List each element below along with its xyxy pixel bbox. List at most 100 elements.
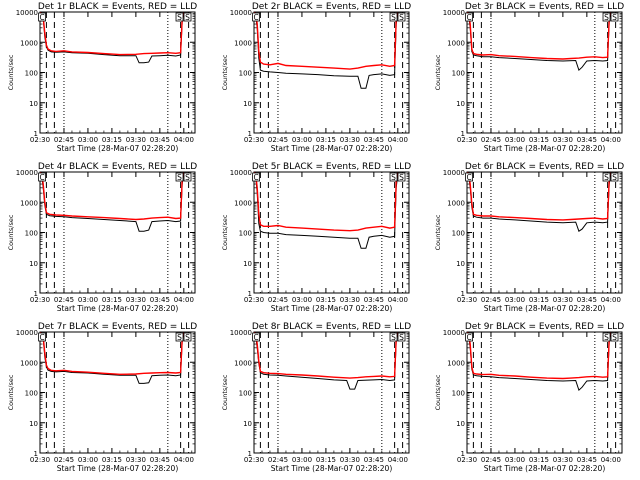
chart-6-marker-c-1: C [466,173,471,182]
chart-9-marker-box-2 [602,332,611,342]
chart-3-marker-box-1 [465,12,473,22]
chart-1-xtick-label: 03:15 [102,136,122,144]
chart-8-xlabel: Start Time (28-Mar-07 02:28:20) [271,464,393,473]
chart-4-xtick-label: 02:45 [54,296,74,304]
chart-4-xtick-label: 03:15 [102,296,122,304]
chart-2-xtick-label: 03:15 [316,136,336,144]
chart-5-xtick-label: 02:30 [244,296,264,304]
chart-7-xtick-label: 03:45 [150,456,170,464]
chart-7-marker-box-1 [38,332,46,342]
chart-8-xtick-label: 02:30 [244,456,264,464]
chart-4-ytick-label: 10000 [16,169,38,177]
chart-8-xtick-label: 03:45 [364,456,384,464]
chart-4-series-lld [39,172,185,221]
chart-2-xtick-label: 03:00 [292,136,312,144]
chart-6-xtick-label: 04:00 [601,296,621,304]
chart-1-ytick-label: 10 [29,100,38,108]
chart-4-marker-s-3: S [185,173,190,182]
chart-9-ytick-label: 1 [461,450,465,458]
chart-2-marker-box-2 [389,12,398,22]
chart-6-series-lld [466,172,612,221]
chart-1-marker-box-1 [38,12,46,22]
chart-6-ytick-label: 10000 [443,169,465,177]
chart-3-series-events [466,13,612,71]
chart-4-marker-s-2: S [177,173,182,182]
chart-9-marker-s-2: S [604,333,609,342]
chart-9-ytick-label: 1000 [447,359,465,367]
chart-8-xtick-label: 03:00 [292,456,312,464]
chart-5-ytick-label: 10000 [230,169,252,177]
chart-6-axes-frame [466,171,623,294]
chart-5-marker-box-1 [252,172,260,182]
chart-9-marker-box-3 [610,332,619,342]
chart-6-xlabel: Start Time (28-Mar-07 02:28:20) [484,304,606,313]
chart-9-marker-s-3: S [612,333,617,342]
chart-2-marker-box-1 [252,12,260,22]
chart-5-ylabel: Counts/sec [221,214,229,250]
chart-8-marker-s-2: S [391,333,396,342]
chart-7-ytick-label: 1 [34,450,38,458]
chart-9-ytick-label: 10 [456,420,465,428]
chart-2-series-events [253,13,399,89]
chart-2-ytick-label: 1000 [234,39,252,47]
chart-9-title: Det 9r BLACK = Events, RED = LLD [465,322,624,332]
chart-4-marker-box-2 [175,172,184,182]
chart-1-xtick-label: 02:30 [30,136,50,144]
chart-9-xtick-label: 03:15 [529,456,549,464]
chart-6-series-events [466,173,612,232]
chart-1-xtick-label: 03:45 [150,136,170,144]
chart-6-ytick-label: 1000 [447,199,465,207]
chart-4-xtick-label: 03:45 [150,296,170,304]
chart-2-marker-s-2: S [391,13,396,22]
chart-1-xtick-label: 03:00 [78,136,98,144]
chart-9-ytick-label: 10000 [443,329,465,337]
chart-8-marker-box-2 [389,332,398,342]
chart-2-xtick-label: 03:30 [340,136,360,144]
chart-7-ytick-label: 10 [29,420,38,428]
chart-8-ytick-label: 10000 [230,329,252,337]
chart-4-ytick-label: 100 [25,230,38,238]
chart-1-xtick-label: 04:00 [174,136,194,144]
chart-4-xtick-label: 04:00 [174,296,194,304]
chart-8-marker-box-3 [397,332,406,342]
chart-7-xtick-label: 04:00 [174,456,194,464]
chart-5-panel: Det 5r BLACK = Events, RED = LLD 1 10 100 10… [221,162,411,313]
chart-4-xtick-label: 02:30 [30,296,50,304]
chart-7-marker-s-3: S [185,333,190,342]
chart-8-ytick-label: 1 [248,450,252,458]
chart-1-marker-s-2: S [177,13,182,22]
chart-1-xlabel: Start Time (28-Mar-07 02:28:20) [57,144,179,153]
chart-7-xtick-label: 02:45 [54,456,74,464]
chart-7-ylabel: Counts/sec [7,374,15,410]
chart-2-ytick-label: 10000 [230,9,252,17]
chart-7-xtick-label: 02:30 [30,456,50,464]
chart-8-xtick-label: 03:30 [340,456,360,464]
chart-2-xtick-label: 04:00 [388,136,408,144]
chart-8-marker-box-1 [252,332,260,342]
chart-1-marker-c-1: C [39,13,44,22]
chart-2-xtick-label: 02:30 [244,136,264,144]
chart-9-series-events [466,333,612,391]
chart-5-marker-box-3 [397,172,406,182]
chart-7-xlabel: Start Time (28-Mar-07 02:28:20) [57,464,179,473]
chart-8-marker-c-1: C [253,333,258,342]
chart-8-xtick-label: 02:45 [268,456,288,464]
chart-3-ylabel: Counts/sec [434,54,442,90]
chart-5-ytick-label: 1 [248,290,252,298]
chart-6-marker-s-2: S [604,173,609,182]
chart-3-xtick-label: 04:00 [601,136,621,144]
chart-9-xlabel: Start Time (28-Mar-07 02:28:20) [484,464,606,473]
chart-7-ytick-label: 1000 [20,359,38,367]
chart-5-xtick-label: 03:30 [340,296,360,304]
chart-3-xtick-label: 03:45 [577,136,597,144]
chart-8-ytick-label: 1000 [234,359,252,367]
chart-2-xtick-label: 02:45 [268,136,288,144]
chart-3-xlabel: Start Time (28-Mar-07 02:28:20) [484,144,606,153]
chart-5-axes-frame [253,171,410,294]
chart-3-ytick-label: 10 [456,100,465,108]
chart-5-title: Det 5r BLACK = Events, RED = LLD [252,162,411,172]
chart-9-xtick-label: 03:00 [505,456,525,464]
chart-5-ytick-label: 1000 [234,199,252,207]
chart-6-xtick-label: 03:30 [553,296,573,304]
